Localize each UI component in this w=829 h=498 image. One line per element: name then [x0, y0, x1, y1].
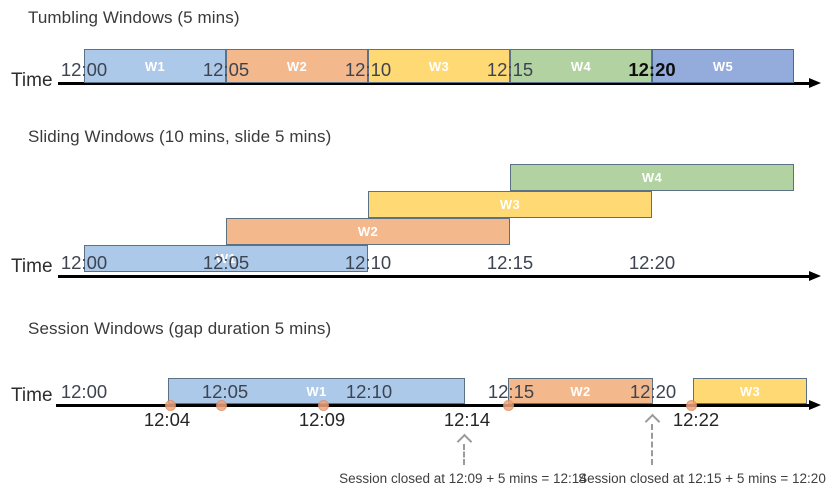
window-w5: W5 [652, 49, 794, 83]
window-w2: W2 [226, 49, 368, 83]
window-label: W4 [641, 170, 663, 185]
window-label: W2 [570, 383, 591, 399]
tick-label: 12:20 [629, 380, 677, 402]
window-label: W4 [570, 58, 592, 74]
event-dot [317, 399, 329, 411]
event-dot [164, 399, 176, 411]
window-w1: W1 [168, 378, 465, 404]
tick-label: 12:10 [344, 58, 392, 80]
annotation-caption: Session closed at 12:09 + 5 mins = 12:14 [339, 471, 587, 486]
tick-label: 12:15 [486, 58, 534, 80]
time-axis-arrowhead-icon [809, 271, 821, 281]
window-w1: W1 [84, 49, 226, 83]
window-w2: W2 [226, 218, 510, 245]
event-dot [502, 399, 514, 411]
event-time-label: 12:04 [143, 409, 191, 430]
sliding-windows-title: Sliding Windows (10 mins, slide 5 mins) [28, 127, 332, 146]
window-w3: W3 [368, 191, 652, 218]
time-axis-line [58, 275, 810, 278]
tick-label: 12:15 [487, 380, 535, 402]
time-axis-arrowhead-icon [809, 400, 821, 410]
time-axis-arrowhead-icon [809, 78, 821, 88]
window-label: W2 [286, 58, 308, 74]
tick-label: 12:00 [60, 58, 108, 80]
time-axis-label: Time [11, 70, 53, 91]
window-label: W1 [144, 58, 166, 74]
window-label: W3 [739, 383, 761, 399]
window-label: W1 [215, 251, 237, 266]
event-dot [215, 399, 227, 411]
window-w2: W2 [508, 378, 653, 404]
time-axis-label: Time [11, 385, 53, 406]
event-time-label: 12:22 [672, 409, 720, 430]
window-w3: W3 [693, 378, 807, 404]
tick-label: 12:20 [628, 251, 676, 273]
tick-label: 12:05 [202, 251, 250, 273]
annotation-arrow-stem [651, 424, 653, 465]
annotation-caption: Session closed at 12:15 + 5 mins = 12:20 [578, 471, 826, 486]
time-axis-line [56, 404, 810, 407]
window-w1: W1 [84, 245, 368, 272]
time-axis-label: Time [11, 256, 53, 277]
window-label: W3 [499, 197, 521, 212]
tick-label: 12:05 [201, 380, 249, 402]
tumbling-windows-title: Tumbling Windows (5 mins) [28, 8, 240, 27]
tick-label: 12:15 [486, 251, 534, 273]
event-dot [685, 399, 697, 411]
annotation-arrow-stem [463, 444, 465, 465]
session-windows-title: Session Windows (gap duration 5 mins) [28, 319, 332, 338]
event-time-label: 12:14 [443, 409, 491, 430]
window-w3: W3 [368, 49, 510, 83]
tick-label: 12:05 [202, 58, 250, 80]
tick-label: 12:00 [60, 251, 108, 273]
tick-label: 12:10 [344, 251, 392, 273]
tick-label: 12:00 [60, 380, 108, 402]
window-w4: W4 [510, 164, 794, 191]
window-label: W2 [357, 224, 379, 239]
time-axis-line [58, 82, 810, 85]
window-label: W1 [306, 383, 327, 399]
window-label: W3 [428, 58, 450, 74]
window-w4: W4 [510, 49, 652, 83]
tick-label: 12:20 [628, 58, 676, 80]
window-label: W5 [712, 58, 734, 74]
tick-label: 12:10 [345, 380, 393, 402]
event-time-label: 12:09 [298, 409, 346, 430]
